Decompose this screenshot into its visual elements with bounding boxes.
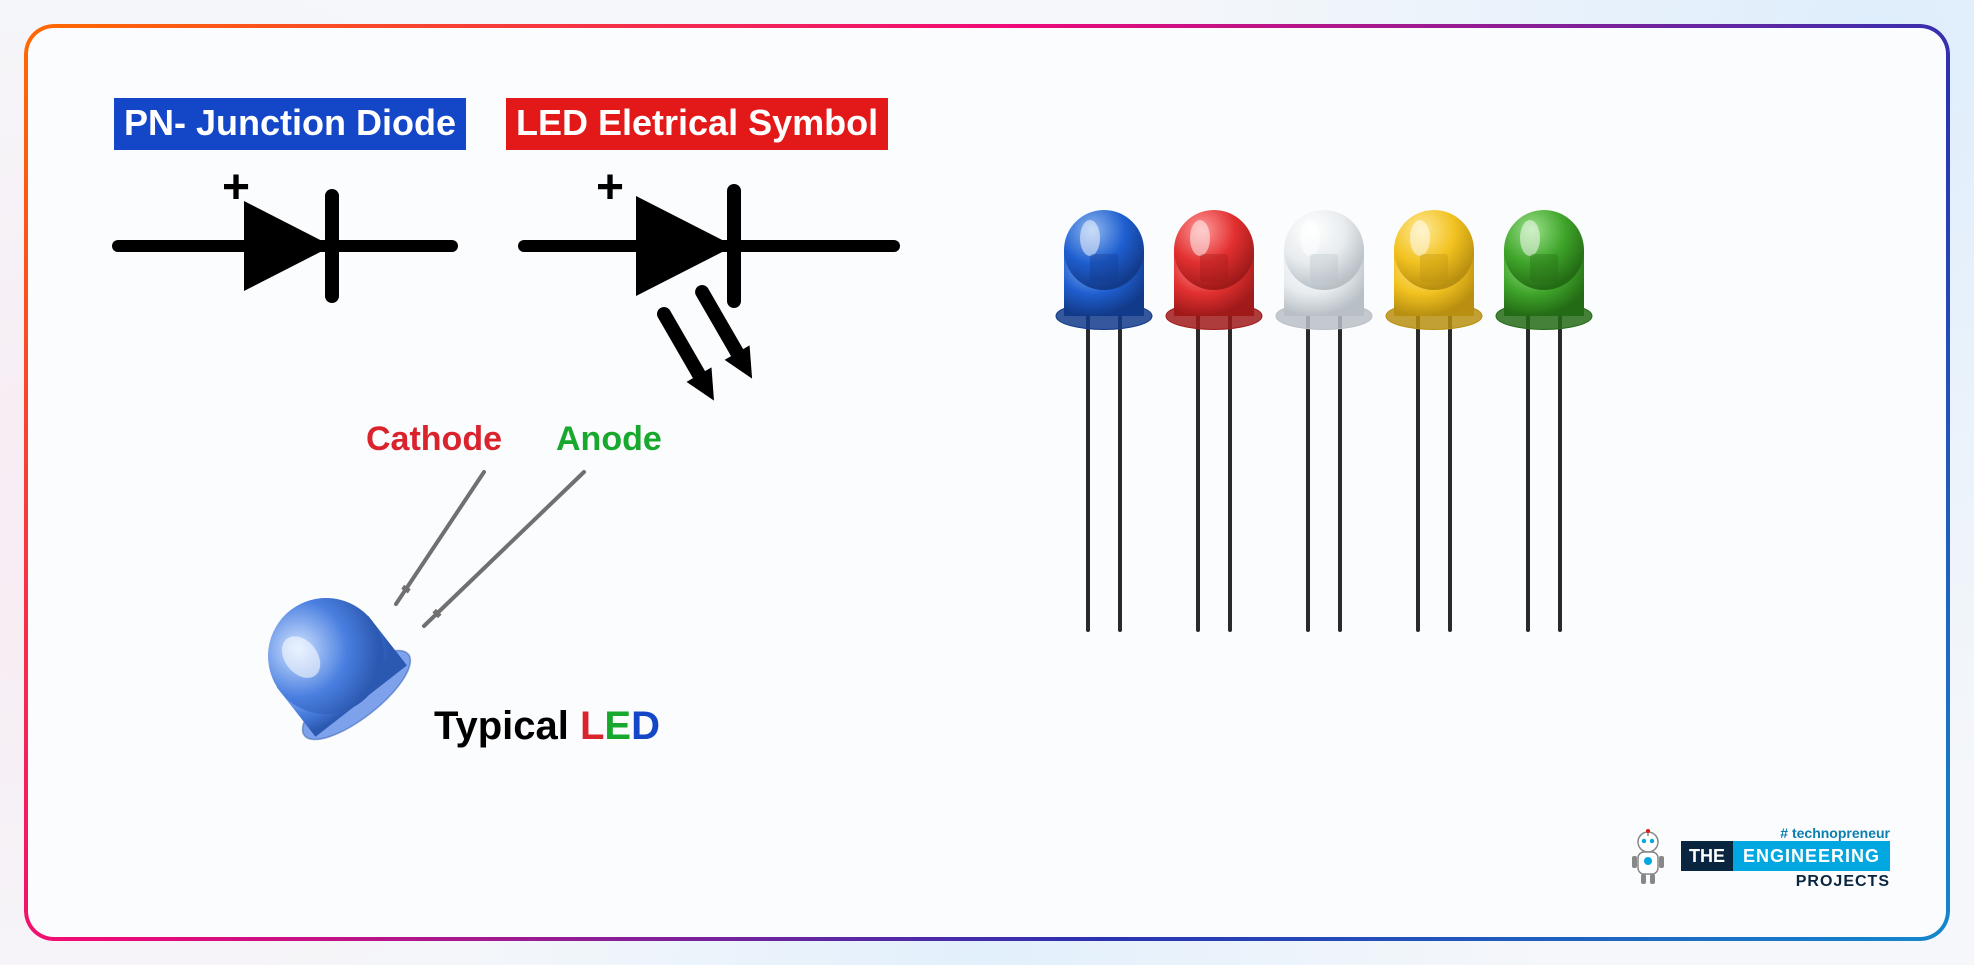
logo-projects: PROJECTS [1796,873,1890,891]
led-color-row [1024,174,1674,794]
logo-the: THE [1681,841,1733,871]
watermark-logo: # technopreneur THE ENGINEERING PROJECTS [1623,825,1890,891]
logo-engineering: ENGINEERING [1733,841,1890,871]
logo-hashtag: # technopreneur [1780,825,1890,841]
typical-led-illustration [144,404,844,904]
diagram-frame: PN- Junction Diode LED Eletrical Symbol … [24,24,1950,941]
typical-led-caption: Typical LED [434,704,660,749]
robot-icon [1623,828,1673,888]
logo-text: # technopreneur THE ENGINEERING PROJECTS [1681,825,1890,891]
